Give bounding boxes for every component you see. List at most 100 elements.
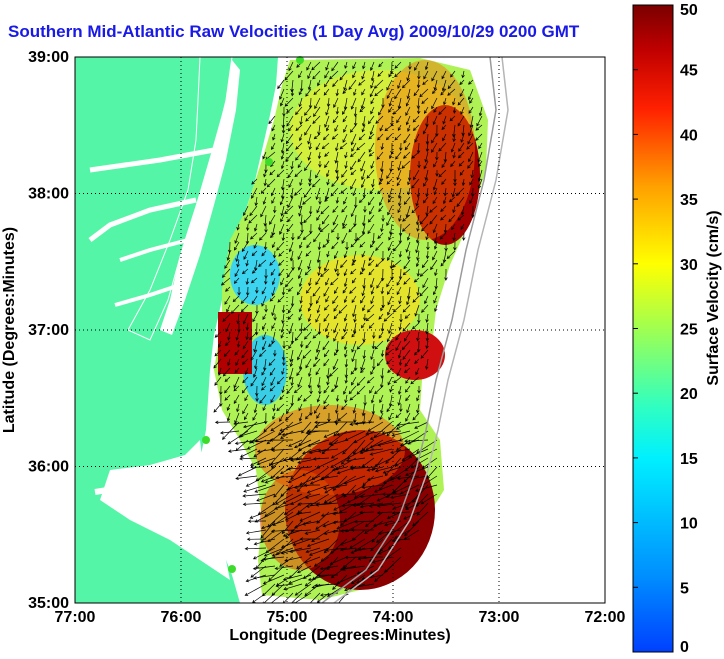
velocity-arrow <box>461 70 465 79</box>
velocity-arrow <box>227 331 231 341</box>
velocity-arrow <box>361 403 366 417</box>
velocity-arrow <box>271 223 276 236</box>
velocity-arrow <box>230 304 240 314</box>
velocity-arrow <box>245 223 250 232</box>
velocity-arrow <box>414 61 420 71</box>
velocity-arrow <box>262 331 267 341</box>
velocity-arrow <box>420 493 438 505</box>
velocity-arrow <box>453 241 457 251</box>
velocity-arrow <box>279 421 303 432</box>
colorbar-tick-label: 35 <box>680 192 698 209</box>
velocity-arrow <box>250 376 258 387</box>
velocity-arrow <box>343 475 366 485</box>
velocity-arrow <box>299 537 320 541</box>
velocity-arrow <box>276 403 285 412</box>
velocity-arrow <box>345 242 349 251</box>
velocity-arrow <box>388 322 393 335</box>
velocity-arrow <box>307 70 312 80</box>
velocity-arrow <box>379 124 384 132</box>
velocity-arrow <box>287 286 294 292</box>
velocity-arrow <box>370 61 375 71</box>
velocity-arrow <box>393 241 402 252</box>
velocity-arrow <box>381 430 402 435</box>
velocity-arrow <box>333 304 339 312</box>
velocity-arrow <box>348 385 357 395</box>
velocity-arrow <box>258 349 267 358</box>
velocity-arrow <box>416 394 420 402</box>
velocity-arrow <box>342 223 348 229</box>
velocity-arrow <box>360 178 366 189</box>
velocity-arrow <box>316 573 339 578</box>
velocity-arrow <box>315 142 321 151</box>
velocity-arrow <box>350 547 366 554</box>
velocity-arrow <box>272 133 276 141</box>
velocity-arrow <box>388 187 393 199</box>
velocity-arrow <box>280 160 285 170</box>
velocity-arrow <box>308 277 312 287</box>
velocity-arrow <box>433 241 438 250</box>
velocity-arrow <box>260 520 276 539</box>
velocity-arrow <box>406 403 411 414</box>
velocity-arrow <box>398 295 402 305</box>
velocity-arrow <box>325 61 330 71</box>
velocity-arrow <box>404 358 411 368</box>
velocity-arrow <box>381 250 385 262</box>
velocity-arrow <box>369 448 393 456</box>
velocity-arrow <box>331 241 339 250</box>
velocity-arrow <box>333 420 356 424</box>
velocity-arrow <box>255 394 259 402</box>
velocity-arrow <box>380 367 384 379</box>
velocity-arrow <box>288 439 303 447</box>
velocity-arrow <box>226 403 231 411</box>
velocity-arrow <box>291 232 295 241</box>
velocity-arrow <box>315 349 321 361</box>
velocity-arrow <box>279 88 285 100</box>
velocity-arrow <box>388 232 393 241</box>
velocity-arrow <box>415 214 420 226</box>
velocity-arrow <box>269 367 276 376</box>
velocity-arrow <box>369 241 375 248</box>
velocity-arrow <box>441 124 447 131</box>
velocity-arrow <box>272 403 276 412</box>
velocity-arrow <box>380 403 384 414</box>
velocity-arrow <box>289 250 294 262</box>
velocity-arrow <box>421 223 429 232</box>
velocity-arrow <box>266 178 276 188</box>
velocity-arrow <box>224 385 231 394</box>
velocity-arrow <box>305 115 312 122</box>
velocity-arrow <box>392 304 402 313</box>
velocity-arrow <box>250 232 258 240</box>
velocity-arrow <box>241 241 249 253</box>
velocity-arrow <box>305 250 312 257</box>
velocity-arrow <box>360 160 366 172</box>
velocity-arrow <box>329 439 348 446</box>
velocity-arrow <box>260 520 285 530</box>
velocity-arrow <box>290 457 312 462</box>
velocity-arrow <box>282 574 303 581</box>
velocity-arrow <box>380 142 384 151</box>
velocity-arrow <box>299 178 303 187</box>
velocity-arrow <box>442 196 447 205</box>
velocity-arrow <box>298 133 303 142</box>
velocity-arrow <box>451 187 456 198</box>
velocity-arrow <box>412 295 420 303</box>
velocity-arrow <box>423 160 429 170</box>
velocity-arrow <box>233 394 240 405</box>
velocity-arrow <box>323 304 330 311</box>
velocity-arrow <box>299 214 304 226</box>
velocity-arrow <box>360 97 366 110</box>
velocity-arrow <box>331 466 348 472</box>
velocity-arrow <box>306 241 312 249</box>
velocity-arrow <box>365 439 384 451</box>
velocity-arrow <box>358 79 366 86</box>
velocity-arrow <box>280 151 285 160</box>
velocity-arrow <box>270 592 285 603</box>
velocity-arrow <box>270 394 276 403</box>
velocity-arrow <box>308 547 330 556</box>
velocity-arrow <box>460 205 465 216</box>
velocity-arrow <box>316 205 321 214</box>
velocity-arrow <box>329 556 348 565</box>
velocity-arrow <box>291 592 303 603</box>
velocity-arrow <box>397 205 402 214</box>
velocity-arrow <box>416 331 420 342</box>
